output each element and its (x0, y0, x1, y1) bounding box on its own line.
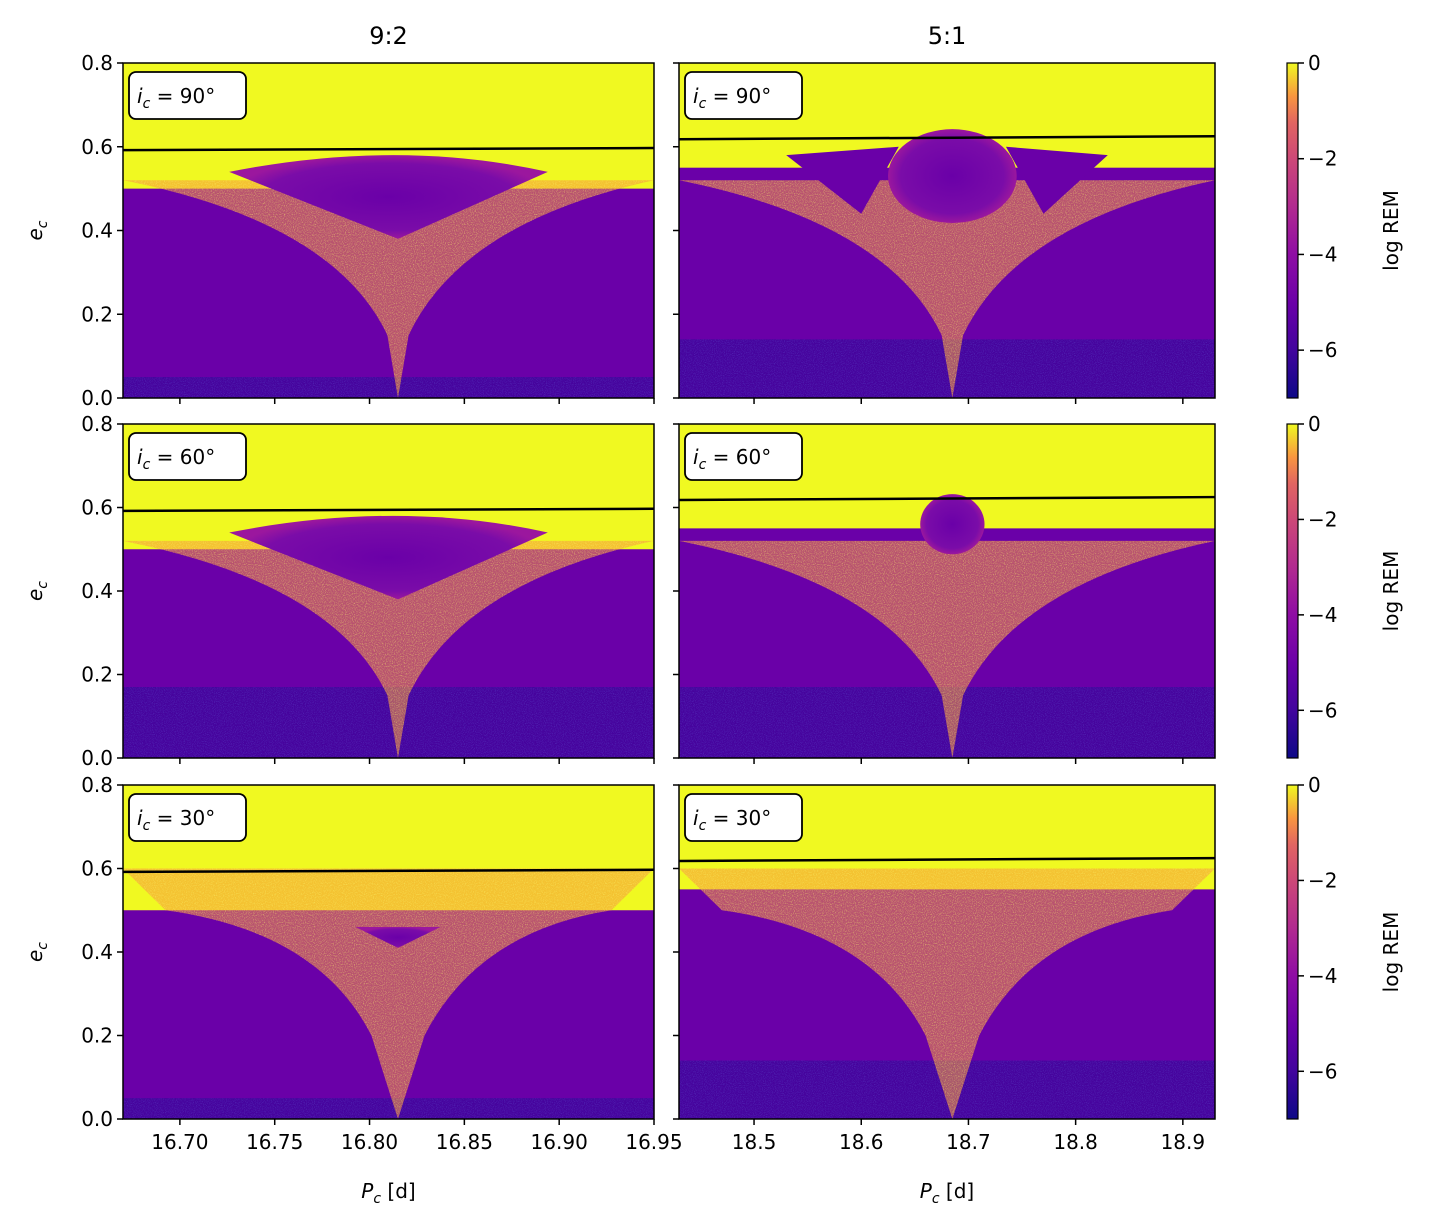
stability-boundary-line (122, 146, 655, 152)
colorbar-gradient (1286, 62, 1299, 399)
colorbars: 0 −2 −4 −6 log REM 0 −2 −4 −6 log REM 0 −2 −4 −6 log R… (1286, 51, 1403, 1120)
colorbar-tick-label: −6 (1308, 338, 1337, 362)
y-tick-label: 0.8 (81, 51, 113, 75)
inclination-text: ic = 30° (693, 806, 771, 834)
colorbar-label: log REM (1379, 551, 1403, 632)
x-tick-label: 18.5 (732, 1130, 777, 1154)
panel-9-2-row-0: ic = 90° 0.0 0.2 0.4 0.6 0.8 ec (23, 51, 655, 410)
y-tick-label: 0.2 (81, 1024, 113, 1048)
stable-island (355, 926, 441, 948)
colorbar-gradient (1286, 423, 1299, 759)
inclination-label: ic = 30° (684, 793, 803, 842)
panel-9-2-row-1: ic = 60° 0.0 0.2 0.4 0.6 0.8 ec (23, 412, 655, 770)
colorbar-1: 0 −2 −4 −6 log REM (1286, 412, 1403, 759)
y-tick-label: 0.6 (81, 496, 113, 520)
stability-boundary-line (122, 868, 655, 874)
labels: 9:2 Pc [d] 5:1 Pc [d] (361, 22, 974, 1207)
y-tick-label: 0.4 (81, 579, 113, 603)
colorbar-gradient (1286, 784, 1299, 1120)
x-tick-label: 16.75 (246, 1130, 303, 1154)
y-tick-label: 0.8 (81, 412, 113, 436)
colorbar-tick-label: 0 (1308, 51, 1321, 75)
colorbar-tick-label: −6 (1308, 1059, 1337, 1083)
y-tick-label: 0.8 (81, 773, 113, 797)
y-tick-label: 0.4 (81, 219, 113, 243)
y-axis-label: ec (23, 220, 51, 240)
x-tick-label: 16.85 (436, 1130, 493, 1154)
inclination-label: ic = 60° (128, 432, 247, 481)
colorbar-label: log REM (1379, 912, 1403, 993)
colorbar-tick-label: −2 (1308, 868, 1337, 892)
y-tick-label: 0.2 (81, 663, 113, 687)
inclination-text: ic = 90° (693, 84, 771, 112)
x-tick-label: 18.7 (946, 1130, 991, 1154)
x-tick-label: 16.90 (531, 1130, 588, 1154)
stable-island (888, 129, 1017, 223)
stable-island-right (1005, 146, 1108, 214)
colorbar-tick-label: −4 (1308, 964, 1337, 988)
y-axis-label: ec (23, 581, 51, 601)
stable-island (920, 494, 985, 555)
column-title: 9:2 (369, 22, 408, 50)
stable-island (229, 515, 548, 600)
y-tick-label: 0.6 (81, 857, 113, 881)
colorbar-label: log REM (1379, 190, 1403, 271)
stability-boundary-line (678, 135, 1216, 141)
x-axis-label: Pc [d] (920, 1179, 974, 1207)
colorbar-tick-label: −4 (1308, 603, 1337, 627)
y-tick-label: 0.2 (81, 302, 113, 326)
x-tick-label: 18.6 (839, 1130, 884, 1154)
colorbar-tick-label: −2 (1308, 147, 1337, 171)
colorbar-0: 0 −2 −4 −6 log REM (1286, 51, 1403, 399)
panel-5-1-row-2: ic = 30° 18.5 18.6 18.7 18.8 18.9 (673, 784, 1216, 1154)
y-axis-label: ec (23, 942, 51, 962)
inclination-text: ic = 60° (693, 445, 771, 473)
y-tick-label: 0.4 (81, 940, 113, 964)
panels: ic = 90° 0.0 0.2 0.4 0.6 0.8 ec ic = 60° 0.0 0.2 0… (23, 51, 1216, 1154)
panel-5-1-row-1: ic = 60° (673, 423, 1216, 764)
colorbar-tick-label: −2 (1308, 507, 1337, 531)
column-title: 5:1 (928, 22, 967, 50)
inclination-label: ic = 90° (128, 71, 247, 120)
x-axis-label: Pc [d] (361, 1179, 415, 1207)
stability-boundary-line (678, 495, 1216, 502)
y-tick-label: 0.0 (81, 386, 113, 410)
y-tick-label: 0.0 (81, 1107, 113, 1131)
colorbar-tick-label: −4 (1308, 242, 1337, 266)
inclination-label: ic = 90° (684, 71, 803, 120)
stability-boundary-line (122, 507, 655, 513)
inclination-label: ic = 30° (128, 793, 247, 842)
stable-island (229, 155, 548, 239)
x-tick-label: 18.9 (1161, 1130, 1206, 1154)
stability-boundary-line (678, 856, 1216, 863)
y-tick-label: 0.6 (81, 135, 113, 159)
panel-5-1-row-0: ic = 90° (673, 62, 1216, 404)
inclination-text: ic = 60° (137, 445, 215, 473)
colorbar-tick-label: 0 (1308, 412, 1321, 436)
inclination-label: ic = 60° (684, 432, 803, 481)
colorbar-2: 0 −2 −4 −6 log REM (1286, 773, 1403, 1120)
colorbar-tick-label: 0 (1308, 773, 1321, 797)
inclination-text: ic = 90° (137, 84, 215, 112)
x-tick-label: 16.80 (341, 1130, 398, 1154)
stable-island-left (786, 146, 899, 214)
x-tick-label: 16.70 (151, 1130, 208, 1154)
y-tick-label: 0.0 (81, 746, 113, 770)
x-tick-label: 18.8 (1053, 1130, 1098, 1154)
colorbar-tick-label: −6 (1308, 698, 1337, 722)
panel-9-2-row-2: ic = 30° 0.0 0.2 0.4 0.6 0.8 16.70 16.75 16.80 16… (23, 773, 683, 1154)
inclination-text: ic = 30° (137, 806, 215, 834)
x-tick-label: 16.95 (625, 1130, 682, 1154)
